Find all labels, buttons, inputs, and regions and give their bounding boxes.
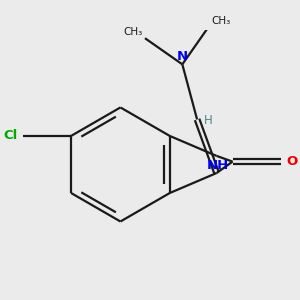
Text: Cl: Cl bbox=[4, 129, 18, 142]
Text: CH₃: CH₃ bbox=[211, 16, 230, 26]
Text: CH₃: CH₃ bbox=[123, 27, 142, 37]
Text: N: N bbox=[177, 50, 188, 63]
Text: H: H bbox=[204, 114, 212, 127]
Text: NH: NH bbox=[207, 158, 229, 172]
Text: O: O bbox=[287, 154, 298, 168]
